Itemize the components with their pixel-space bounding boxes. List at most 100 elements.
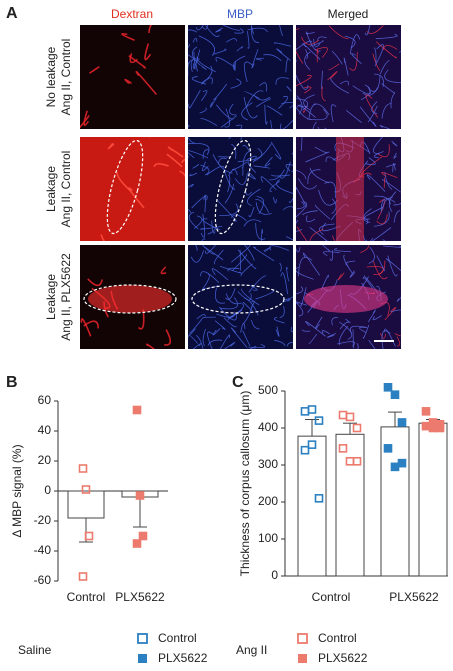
data-point (338, 410, 348, 420)
fiber (280, 119, 293, 129)
fiber (219, 265, 243, 274)
fiber (251, 25, 260, 43)
fiber (373, 151, 384, 159)
fiber (264, 156, 273, 167)
fiber (327, 333, 337, 338)
fiber (213, 48, 227, 55)
fiber (188, 152, 195, 159)
data-point (383, 382, 393, 392)
legend-group: Ang II (236, 643, 267, 657)
fiber (325, 156, 338, 163)
data-point (397, 418, 407, 427)
fiber (189, 89, 201, 109)
fiber (202, 218, 221, 231)
roi-outline (83, 284, 177, 314)
fiber (211, 268, 229, 281)
fiber (309, 228, 324, 241)
fiber (191, 46, 201, 66)
column-header: MBP (227, 7, 253, 21)
fiber (381, 330, 391, 349)
leak-band (336, 137, 364, 241)
leak-region (304, 285, 388, 313)
fiber (376, 213, 388, 225)
fiber (372, 315, 382, 321)
fiber (286, 86, 292, 92)
fiber (214, 320, 226, 330)
fiber (286, 342, 293, 347)
data-point (81, 485, 91, 494)
y-tick-label: 200 (258, 494, 278, 508)
fiber (393, 152, 397, 159)
data-point (352, 423, 362, 433)
fiber (196, 314, 206, 320)
data-point (435, 423, 445, 433)
fiber (231, 245, 252, 263)
fiber (224, 183, 235, 204)
row-label: LeakageAng II, Control (44, 151, 73, 228)
fiber (192, 163, 199, 169)
roi-outline (191, 284, 285, 314)
fiber (145, 343, 156, 349)
fiber (201, 25, 209, 30)
data-point (421, 421, 431, 431)
fiber (384, 69, 401, 83)
fiber (231, 143, 237, 160)
fiber (387, 255, 398, 277)
fiber (266, 105, 283, 116)
y-tick-label: 40 (38, 423, 52, 437)
fiber (381, 102, 392, 119)
fiber (137, 309, 145, 330)
data-point (390, 462, 400, 472)
fiber (195, 334, 204, 349)
fiber (307, 169, 321, 184)
fiber (242, 301, 253, 312)
fiber (394, 333, 401, 337)
fiber (252, 246, 275, 262)
y-tick-label: 0 (44, 483, 51, 497)
data-point (314, 493, 324, 503)
legend: Saline Control PLX5622 Ang II Control PL… (18, 631, 368, 665)
fiber (276, 179, 293, 194)
data-point (135, 491, 145, 500)
fiber (237, 291, 252, 301)
micrograph (296, 245, 401, 349)
fiber (167, 146, 184, 158)
fiber (244, 91, 260, 99)
legend-entry: Control (158, 631, 197, 645)
fiber (317, 126, 320, 129)
fiber (302, 43, 321, 60)
fiber (270, 141, 282, 160)
fiber (199, 107, 207, 114)
fiber (296, 286, 304, 295)
fiber (278, 96, 289, 109)
fiber (233, 61, 236, 70)
fiber (269, 180, 280, 193)
fiber (380, 198, 396, 213)
fiber (269, 245, 289, 251)
fiber (321, 70, 324, 90)
legend-group: Saline (18, 643, 52, 657)
fiber (153, 163, 169, 168)
data-point (352, 456, 362, 466)
fiber (255, 202, 272, 215)
fiber (329, 250, 333, 261)
fiber (313, 103, 330, 116)
fiber (260, 228, 263, 241)
fiber (362, 277, 373, 289)
image-bg (188, 25, 293, 129)
fiber (124, 78, 132, 85)
fiber (317, 36, 327, 42)
fiber (214, 287, 226, 304)
fiber (214, 249, 224, 265)
fiber (298, 256, 313, 277)
data-point (428, 423, 438, 433)
fiber (322, 245, 330, 252)
fiber (224, 342, 236, 349)
fiber (392, 163, 396, 173)
y-tick-label: -60 (34, 573, 52, 587)
fiber (212, 83, 228, 101)
panel-label: B (6, 374, 18, 391)
fiber (280, 272, 289, 295)
fiber (344, 35, 356, 49)
fiber (373, 195, 391, 205)
